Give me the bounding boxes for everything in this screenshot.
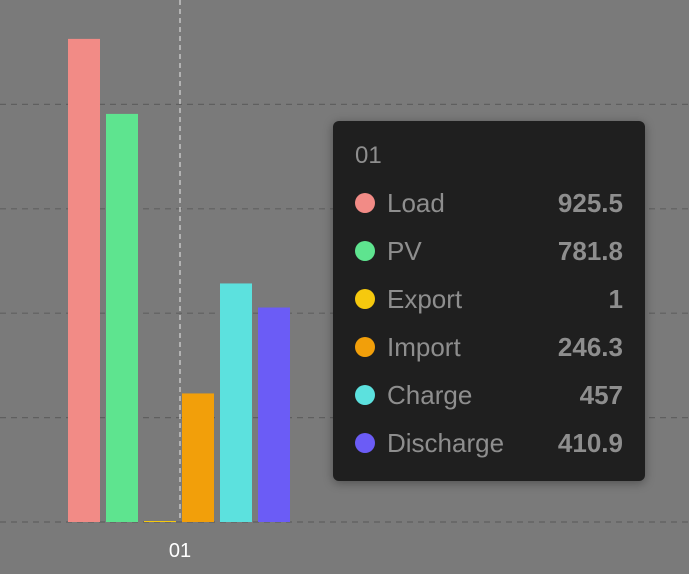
bar-export[interactable] — [144, 521, 176, 522]
series-color-dot — [355, 433, 375, 453]
series-color-dot — [355, 289, 375, 309]
tooltip-row: PV 781.8 — [355, 227, 623, 275]
tooltip-rows: Load 925.5 PV 781.8 Export 1 Import 246.… — [355, 179, 623, 467]
tooltip-title: 01 — [355, 142, 382, 169]
series-value: 410.9 — [557, 427, 623, 458]
bar-pv[interactable] — [106, 113, 138, 523]
series-color-dot — [355, 337, 375, 357]
bar-discharge[interactable] — [258, 307, 290, 522]
bar-charge[interactable] — [220, 283, 252, 522]
series-value: 457 — [579, 379, 623, 410]
series-value: 925.5 — [557, 187, 623, 218]
series-color-dot — [355, 241, 375, 261]
series-value: 1 — [608, 283, 623, 314]
series-name: Import — [387, 331, 461, 362]
tooltip-row: Charge 457 — [355, 371, 623, 419]
series-value: 246.3 — [557, 331, 623, 362]
bar-import[interactable] — [182, 393, 214, 522]
tooltip-row: Discharge 410.9 — [355, 419, 623, 467]
bar-load[interactable] — [68, 38, 100, 522]
series-name: Charge — [387, 379, 473, 410]
series-value: 781.8 — [557, 235, 623, 266]
series-name: Load — [387, 187, 445, 218]
series-color-dot — [355, 193, 375, 213]
series-color-dot — [355, 385, 375, 405]
tooltip: 01 Load 925.5 PV 781.8 Export 1 Import 2… — [333, 121, 645, 481]
series-name: PV — [387, 235, 422, 266]
tooltip-row: Load 925.5 — [355, 179, 623, 227]
tooltip-row: Import 246.3 — [355, 323, 623, 371]
tooltip-row: Export 1 — [355, 275, 623, 323]
series-name: Export — [387, 283, 463, 314]
bars — [68, 38, 290, 523]
x-tick-label: 01 — [169, 540, 191, 562]
series-name: Discharge — [387, 427, 505, 458]
